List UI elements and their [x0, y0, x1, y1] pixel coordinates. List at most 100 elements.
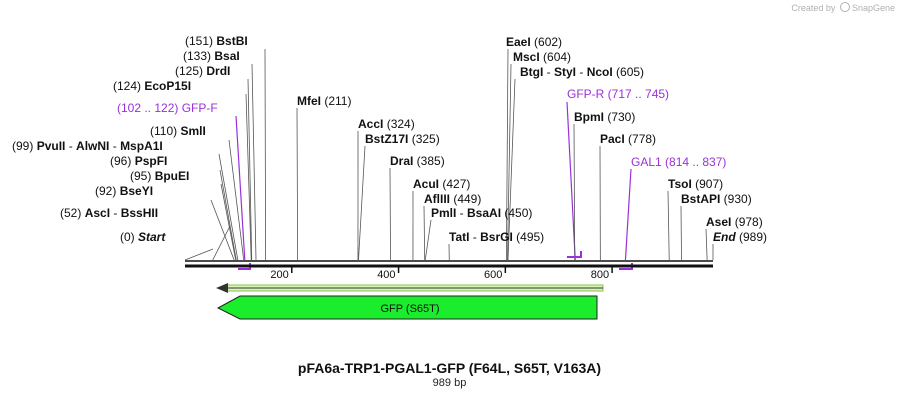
- site-label[interactable]: (92) BseYI: [95, 184, 153, 198]
- primer-name: GAL1: [631, 155, 662, 169]
- site-position: (110): [150, 124, 180, 138]
- site-line: [566, 101, 576, 261]
- site-label[interactable]: (124) EcoP15I: [113, 79, 191, 93]
- enzyme-name: BstBI: [216, 34, 247, 48]
- site-line: [212, 225, 231, 261]
- site-label[interactable]: (52) AscI - BssHII: [60, 206, 158, 220]
- site-position: (385): [413, 154, 444, 168]
- enzyme-name: MfeI: [297, 94, 321, 108]
- site-label[interactable]: DraI (385): [390, 154, 445, 168]
- site-lines: [184, 48, 714, 261]
- plasmid-title: pFA6a-TRP1-PGAL1-GFP (F64L, S65T, V163A): [297, 360, 602, 376]
- enzyme-name: BpuEI: [155, 169, 190, 183]
- enzyme-name: BstZ17I: [365, 132, 408, 146]
- site-position: (133): [183, 49, 214, 63]
- site-label[interactable]: End (989): [713, 230, 767, 244]
- site-line: [220, 183, 237, 261]
- orf-arrowhead: [216, 283, 228, 293]
- enzyme-name: SmlI: [180, 124, 205, 138]
- site-line: [218, 153, 239, 261]
- site-label[interactable]: BtgI - StyI - NcoI (605): [520, 65, 644, 79]
- enzyme-name: DraI: [390, 154, 413, 168]
- label-separator: -: [65, 139, 76, 153]
- site-line: [296, 107, 299, 261]
- enzyme-name: EcoP15I: [144, 79, 191, 93]
- sequence-backbone: [185, 260, 713, 268]
- enzyme-name: PspFI: [135, 154, 168, 168]
- site-position: (907): [692, 177, 723, 191]
- site-position: (602): [531, 35, 562, 49]
- primer-name: GFP-R: [567, 87, 605, 101]
- site-line: [251, 63, 257, 261]
- site-label[interactable]: AcuI (427): [413, 177, 470, 191]
- site-label[interactable]: GAL1 (814 .. 837): [631, 155, 726, 169]
- site-position: (778): [625, 132, 656, 146]
- site-label[interactable]: (125) DrdI: [175, 64, 230, 78]
- site-position: (325): [408, 132, 439, 146]
- site-label[interactable]: (95) BpuEI: [130, 169, 189, 183]
- enzyme-name: MscI: [513, 50, 540, 64]
- enzyme-name: TatI: [449, 230, 469, 244]
- site-label[interactable]: GFP-R (717 .. 745): [567, 87, 669, 101]
- site-label[interactable]: AflIII (449): [424, 192, 481, 206]
- site-label[interactable]: (133) BsaI: [183, 49, 240, 63]
- site-label[interactable]: AseI (978): [706, 215, 763, 229]
- enzyme-name: AseI: [706, 215, 731, 229]
- enzyme-name: PmlI: [431, 206, 456, 220]
- site-label[interactable]: (102 .. 122) GFP-F: [117, 101, 218, 115]
- credit-prefix: Created by: [791, 3, 836, 13]
- site-position: (211): [321, 94, 351, 108]
- label-separator: -: [543, 65, 554, 79]
- site-line: [210, 199, 235, 261]
- site-label[interactable]: (110) SmlI: [150, 124, 206, 138]
- feature-gfp-s65t[interactable]: GFP (S65T): [216, 295, 598, 320]
- site-label[interactable]: (151) BstBI: [185, 34, 248, 48]
- site-line: [247, 78, 253, 261]
- feature-gfp-arrow[interactable]: [216, 295, 598, 320]
- site-label[interactable]: TatI - BsrGI (495): [449, 230, 544, 244]
- site-label[interactable]: (99) PvuII - AlwNI - MspA1I: [12, 139, 163, 153]
- site-label[interactable]: BpmI (730): [574, 110, 635, 124]
- site-label[interactable]: MscI (604): [513, 50, 571, 64]
- site-position: (730): [604, 110, 635, 124]
- site-label[interactable]: MfeI (211): [297, 94, 351, 108]
- site-line: [219, 169, 237, 261]
- orf-arrow: [216, 283, 604, 293]
- site-position: (930): [720, 192, 751, 206]
- site-label[interactable]: (96) PspFI: [110, 154, 167, 168]
- site-line: [358, 145, 366, 261]
- site-line: [423, 205, 426, 261]
- site-label[interactable]: AccI (324): [358, 117, 415, 131]
- site-label[interactable]: EaeI (602): [506, 35, 562, 49]
- site-label[interactable]: PmlI - BsaAI (450): [431, 206, 532, 220]
- site-label[interactable]: BstAPI (930): [681, 192, 752, 206]
- enzyme-name: DrdI: [206, 64, 230, 78]
- site-label[interactable]: (0) Start: [120, 230, 166, 244]
- site-line: [235, 115, 246, 261]
- site-label[interactable]: BstZ17I (325): [365, 132, 440, 146]
- plasmid-length: 989 bp: [432, 377, 467, 389]
- site-position: (52): [60, 206, 85, 220]
- tick-label: 400: [377, 269, 395, 281]
- snapgene-credit: Created by SnapGene: [791, 2, 895, 13]
- tick-label: 800: [591, 269, 609, 281]
- site-position: (125): [175, 64, 206, 78]
- site-position: (978): [731, 215, 762, 229]
- enzyme-name: AccI: [358, 117, 383, 131]
- enzyme-name: BtgI: [520, 65, 543, 79]
- site-label[interactable]: TsoI (907): [668, 177, 723, 191]
- site-position: (96): [110, 154, 135, 168]
- site-labels: (0) Start (52) AscI - BssHII (92) BseYI(95…: [12, 34, 767, 244]
- site-position: (324): [383, 117, 414, 131]
- site-line: [245, 93, 252, 261]
- label-separator: -: [110, 206, 121, 220]
- primer-name: GFP-F: [182, 101, 218, 115]
- site-position: (989): [736, 230, 767, 244]
- enzyme-name: End: [713, 230, 736, 244]
- site-label[interactable]: PacI (778): [600, 132, 656, 146]
- enzyme-name: PacI: [600, 132, 625, 146]
- site-line: [184, 248, 214, 261]
- credit-brand-name: SnapGene: [851, 3, 895, 13]
- enzyme-name: AlwNI: [76, 139, 109, 153]
- enzyme-name: AflIII: [424, 192, 450, 206]
